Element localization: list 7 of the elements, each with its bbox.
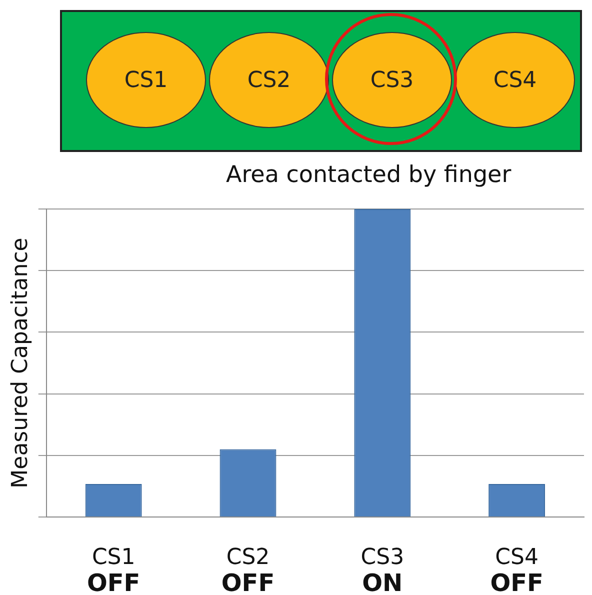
x-tick-label: CS4 OFF <box>490 545 544 595</box>
x-tick-label: CS1 OFF <box>87 545 140 595</box>
text: Area contacted by finger <box>226 162 512 188</box>
x-tick-label: CS3 ON <box>360 545 404 595</box>
y-axis-title: Measured Capacitance <box>8 238 33 488</box>
x-tick-label: CS2 OFF <box>221 545 275 595</box>
sensor-board: CS1 CS2 CS3 CS4 <box>60 10 582 152</box>
